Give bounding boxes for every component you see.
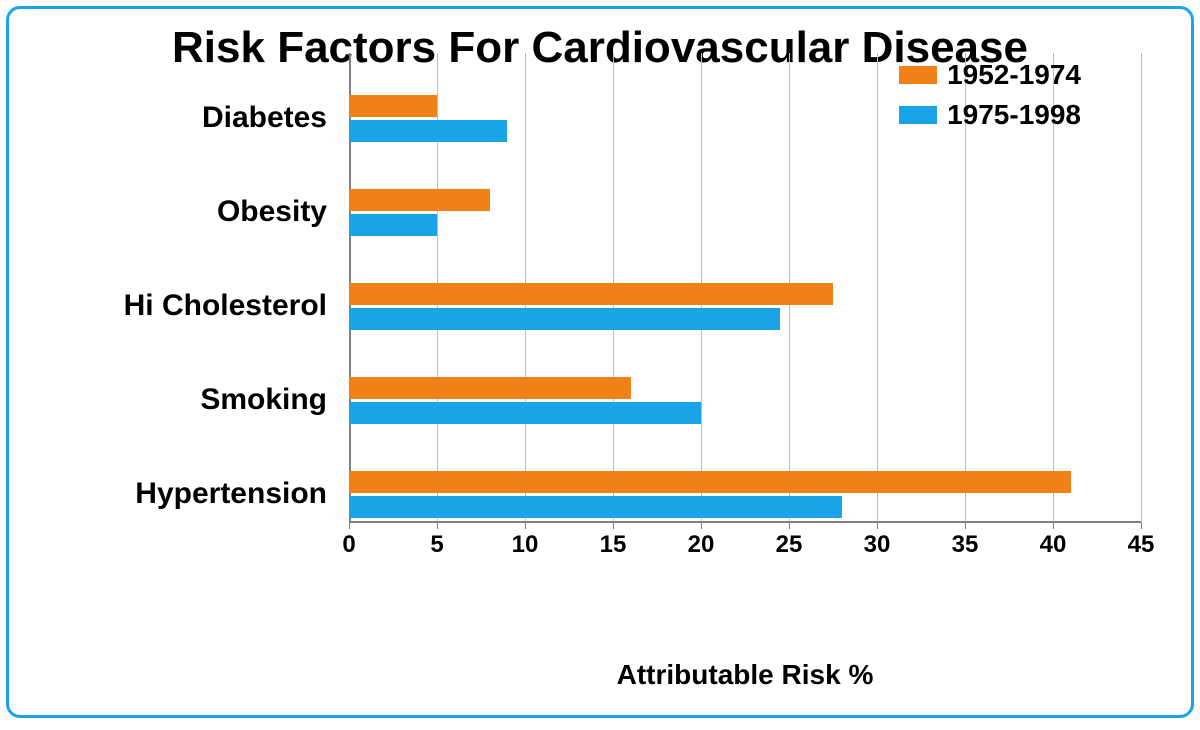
bar — [349, 189, 490, 211]
legend: 1952-1974 1975-1998 — [899, 59, 1081, 139]
category-label: Diabetes — [202, 101, 327, 135]
legend-item: 1952-1974 — [899, 59, 1081, 91]
bar — [349, 120, 507, 142]
bar — [349, 283, 833, 305]
x-tick-label: 20 — [688, 531, 715, 559]
x-tick — [965, 523, 966, 529]
legend-label: 1952-1974 — [947, 59, 1081, 91]
chart-area: Diabetes Obesity Hi Cholesterol Smoking Hype… — [29, 53, 1171, 593]
x-axis-title: Attributable Risk % — [329, 659, 1161, 691]
x-tick-label: 10 — [512, 531, 539, 559]
x-tick — [877, 523, 878, 529]
category-label: Hi Cholesterol — [124, 289, 327, 323]
legend-swatch — [899, 66, 937, 84]
bar — [349, 471, 1071, 493]
bar — [349, 214, 437, 236]
grid-line — [1141, 53, 1142, 523]
x-tick-label: 25 — [776, 531, 803, 559]
x-tick — [1053, 523, 1054, 529]
legend-label: 1975-1998 — [947, 99, 1081, 131]
x-tick-label: 45 — [1128, 531, 1155, 559]
legend-swatch — [899, 106, 937, 124]
legend-item: 1975-1998 — [899, 99, 1081, 131]
bar — [349, 95, 437, 117]
chart-frame: Risk Factors For Cardiovascular Disease … — [6, 6, 1194, 718]
x-tick — [525, 523, 526, 529]
y-axis-labels: Diabetes Obesity Hi Cholesterol Smoking Hype… — [29, 53, 339, 593]
x-tick-label: 15 — [600, 531, 627, 559]
x-tick — [613, 523, 614, 529]
x-tick — [349, 523, 350, 529]
category-label: Smoking — [200, 383, 327, 417]
bar — [349, 496, 842, 518]
x-tick-label: 5 — [430, 531, 443, 559]
x-tick — [437, 523, 438, 529]
category-label: Hypertension — [135, 477, 327, 511]
bar — [349, 402, 701, 424]
category-label: Obesity — [217, 195, 327, 229]
x-tick — [789, 523, 790, 529]
x-tick-label: 40 — [1040, 531, 1067, 559]
x-axis-line — [349, 521, 1141, 523]
x-tick — [1141, 523, 1142, 529]
plot-area: 1952-19741975-1998 051015202530354045 — [349, 53, 1141, 523]
grid-line — [877, 53, 878, 523]
bar — [349, 308, 780, 330]
x-tick-label: 0 — [342, 531, 355, 559]
x-tick — [701, 523, 702, 529]
x-tick-label: 30 — [864, 531, 891, 559]
x-tick-label: 35 — [952, 531, 979, 559]
bar — [349, 377, 631, 399]
